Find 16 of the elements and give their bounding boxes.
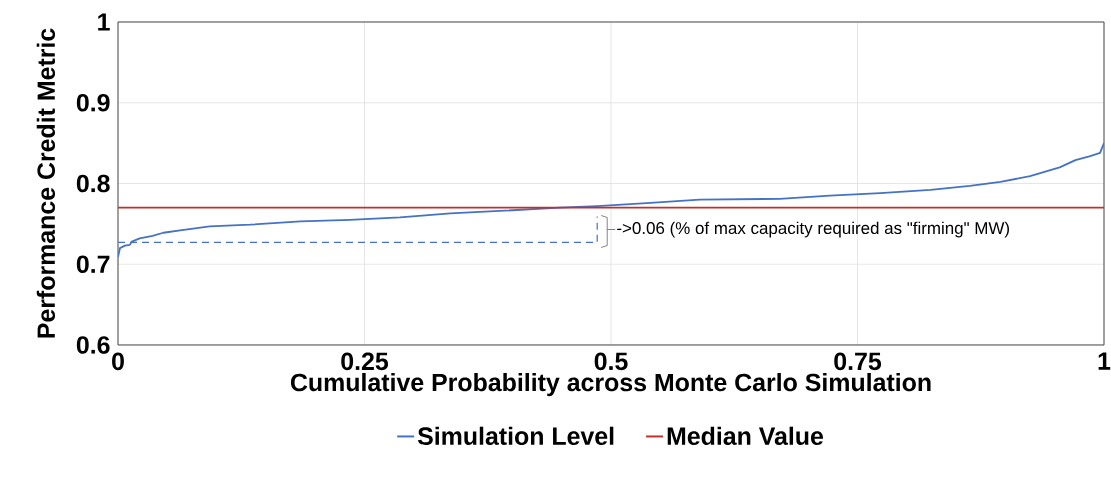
y-tick-label: 0.7 <box>76 255 110 274</box>
x-tick-label: 1 <box>1098 352 1111 370</box>
y-tick-label: 1 <box>98 13 110 31</box>
legend-label: Simulation Level <box>417 426 614 445</box>
x-tick-label: 0.25 <box>341 352 389 371</box>
legend-label: Median Value <box>667 426 824 445</box>
y-tick-label: 0.9 <box>76 93 110 112</box>
x-tick-label: 0.75 <box>834 352 882 371</box>
y-tick-label: 0.8 <box>76 174 110 193</box>
y-tick-label: 0.6 <box>76 336 110 354</box>
annotation: ->0.06 (% of max capacity required as "firming" MW) <box>617 221 1009 238</box>
y-axis-title: Performance Credit Metric <box>36 28 56 338</box>
x-tick-label: 0 <box>112 352 124 371</box>
line-series <box>118 142 1105 258</box>
x-tick-label: 0.5 <box>594 352 628 371</box>
x-axis-title: Cumulative Probability across Monte Carlo Simulation <box>290 372 931 397</box>
